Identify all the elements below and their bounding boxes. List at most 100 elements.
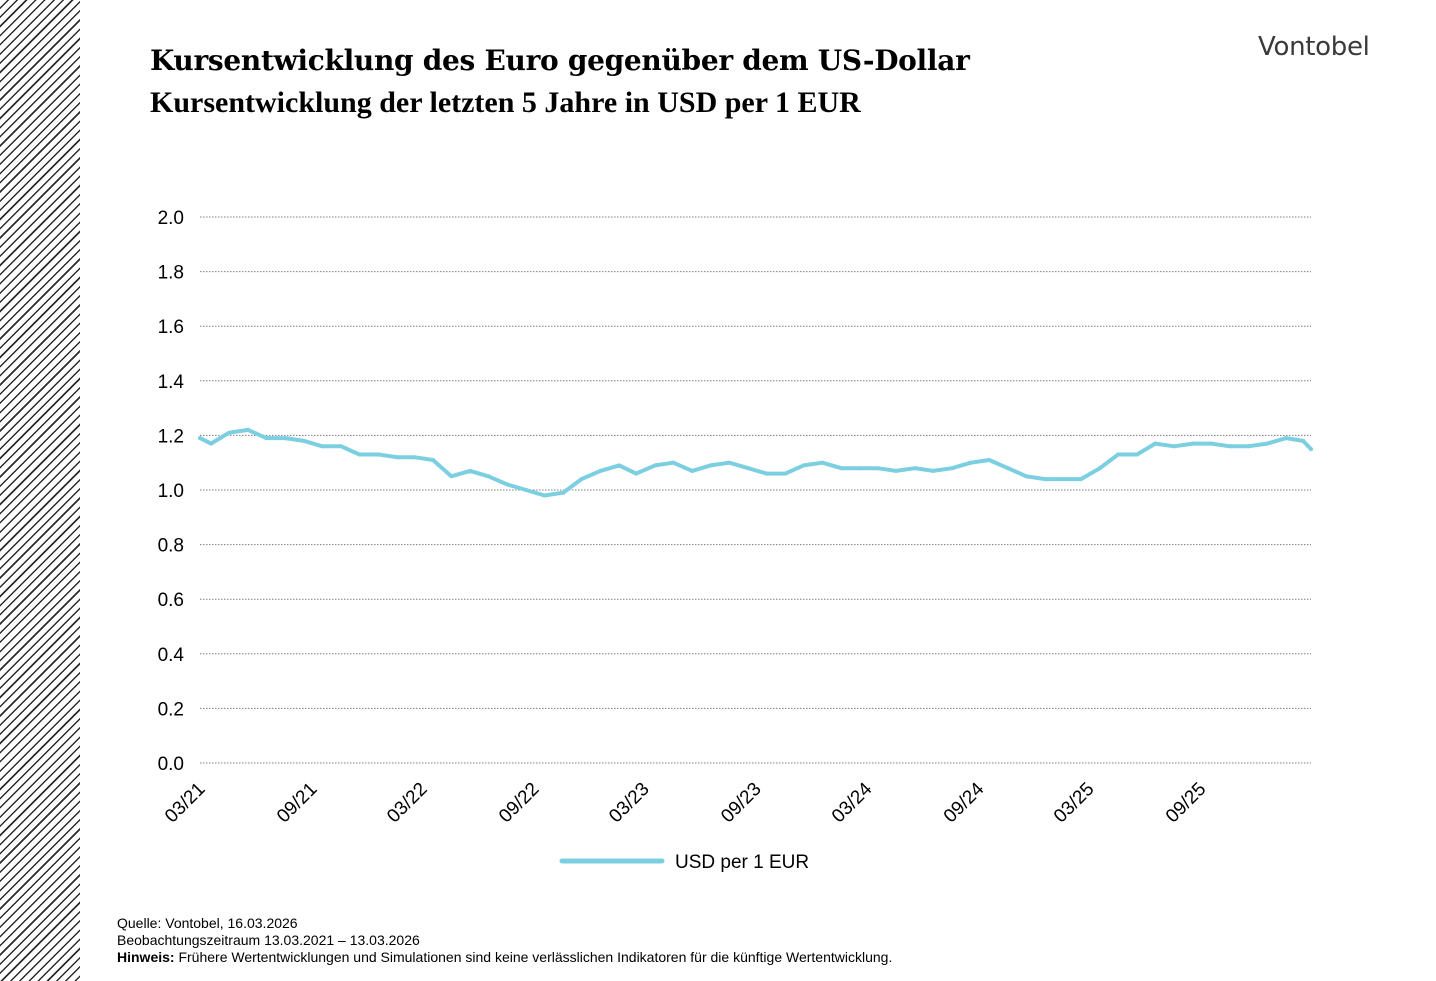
y-tick-label: 1.2 [158,426,184,447]
data-point [634,471,639,476]
data-point [1209,441,1214,446]
data-point [875,466,880,471]
data-point [1246,444,1251,449]
series-line [198,427,1313,498]
data-point [412,455,417,460]
x-tick-label: 03/21 [161,779,209,827]
data-point [950,466,954,471]
data-point [1024,474,1029,479]
data-point [783,471,788,476]
data-point [357,452,362,457]
x-tick-label: 03/23 [605,779,653,827]
data-point [339,444,344,449]
y-tick-label: 1.0 [158,481,184,502]
y-tick-label: 0.0 [158,754,184,775]
footer: Quelle: Vontobel, 16.03.2026 Beobachtung… [117,915,892,966]
data-point [524,488,529,492]
chart-subtitle: Kursentwicklung der letzten 5 Jahre in U… [150,86,861,119]
data-point [283,436,288,441]
y-tick-label: 1.6 [158,317,184,338]
data-point [505,482,510,487]
x-tick-label: 03/22 [383,779,431,827]
x-tick-label: 03/25 [1050,779,1098,827]
data-point [1153,441,1158,446]
data-point [1135,452,1139,457]
hatched-side-band [0,0,80,981]
source-note: Quelle: Vontobel, 16.03.2026 [117,915,298,931]
data-point [912,466,917,471]
data-point [1284,436,1289,441]
y-tick-label: 0.2 [158,699,184,720]
data-point [431,458,435,462]
x-tick-label: 09/25 [1162,779,1210,827]
x-tick-label: 09/22 [495,779,543,827]
data-point [598,468,603,473]
data-point [542,493,547,498]
data-point [764,471,769,476]
data-point [395,455,400,460]
data-point [1172,444,1177,449]
data-point [856,466,861,471]
data-point [1309,447,1313,452]
y-tick-label: 0.4 [158,645,185,666]
y-axis-ticks: 0.0 0.2 0.4 0.6 0.8 1.0 1.2 1.4 1.6 1.8 2.0 [158,208,185,775]
x-tick-label: 09/24 [940,778,989,827]
data-point [198,436,202,441]
data-point [561,490,566,495]
data-point [579,477,584,482]
y-tick-label: 0.6 [158,590,184,611]
data-point [1079,477,1083,482]
chart-title: Kursentwicklung des Euro gegenüber dem U… [150,44,970,77]
vontobel-logo: Vontobel [1258,32,1370,62]
legend: USD per 1 EUR [559,852,809,873]
data-point [653,463,658,468]
data-point [894,468,898,473]
data-point [486,474,491,479]
data-point [1116,452,1121,457]
data-point [1097,466,1102,471]
data-point [227,430,232,435]
data-point [302,438,306,443]
x-tick-label: 09/23 [717,779,765,827]
y-tick-label: 1.8 [158,263,184,284]
data-point [801,463,806,468]
x-tick-label: 03/24 [828,778,877,827]
data-point [1228,444,1233,449]
data-point [931,468,936,473]
data-point [708,463,713,468]
data-point [1006,466,1010,471]
data-point [617,463,622,468]
data-point [968,460,973,465]
data-point [449,474,454,479]
data-point [468,468,473,473]
data-point [246,427,251,432]
data-point [1301,438,1306,443]
data-point [1043,477,1048,482]
data-point [746,466,751,471]
gridlines [200,216,1311,764]
data-point [320,444,325,449]
disclaimer-label: Hinweis: [117,949,175,965]
y-tick-label: 2.0 [158,208,184,229]
y-tick-label: 1.4 [158,372,185,393]
data-point [1191,441,1195,446]
data-point [671,460,676,465]
data-point [264,436,269,441]
observation-period: Beobachtungszeitraum 13.03.2021 – 13.03.… [117,932,420,948]
data-point [209,441,213,446]
data-point [820,460,825,465]
data-point [987,458,992,462]
disclaimer-text: Frühere Wertentwicklungen und Simulation… [174,949,893,965]
data-point [1265,441,1270,446]
data-point [1062,477,1066,482]
x-tick-label: 09/21 [273,779,321,827]
data-point [376,452,381,457]
disclaimer: Hinweis: Frühere Wertentwicklungen und S… [117,949,892,966]
data-point [690,468,695,473]
data-point [839,466,844,471]
legend-label: USD per 1 EUR [675,852,809,873]
x-axis-ticks: 03/21 09/21 03/22 09/22 03/23 09/23 03/24 09/24… [161,778,1210,827]
y-tick-label: 0.8 [158,536,184,557]
data-point [727,460,732,465]
